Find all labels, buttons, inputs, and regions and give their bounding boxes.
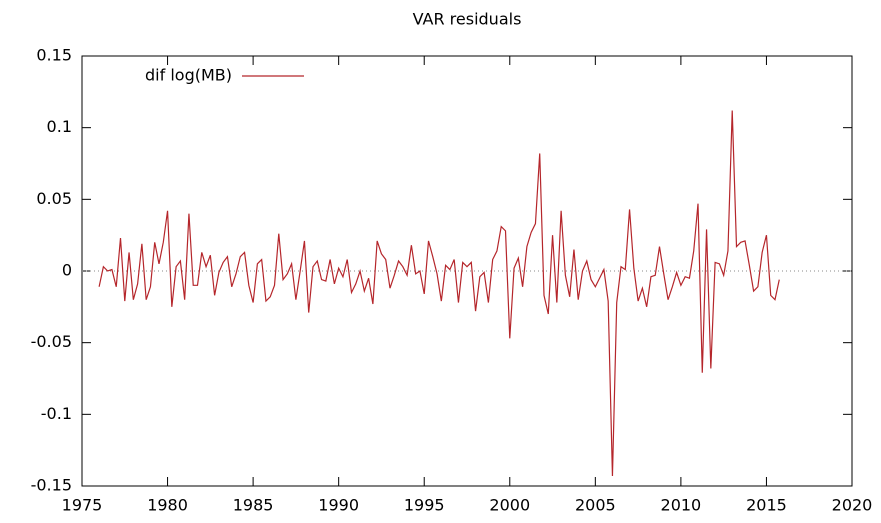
x-tick-label: 2010	[661, 496, 702, 515]
x-tick-label: 1980	[147, 496, 188, 515]
y-tick-label: 0.05	[36, 189, 72, 208]
x-tick-label: 2005	[575, 496, 616, 515]
x-tick-label: 2000	[489, 496, 530, 515]
y-tick-label: 0.15	[36, 46, 72, 65]
x-tick-label: 1990	[318, 496, 359, 515]
x-tick-label: 1985	[233, 496, 274, 515]
x-tick-label: 1995	[404, 496, 445, 515]
x-tick-label: 2020	[832, 496, 873, 515]
x-tick-label: 2015	[746, 496, 787, 515]
y-tick-label: -0.15	[31, 476, 72, 495]
x-tick-label: 1975	[62, 496, 103, 515]
data-line	[98, 110, 780, 476]
y-tick-label: -0.1	[41, 404, 72, 423]
y-tick-label: -0.05	[31, 332, 72, 351]
y-tick-label: 0	[62, 261, 72, 280]
chart-title: VAR residuals	[413, 10, 522, 29]
y-tick-label: 0.1	[47, 117, 72, 136]
legend-label: dif log(MB)	[145, 66, 232, 85]
